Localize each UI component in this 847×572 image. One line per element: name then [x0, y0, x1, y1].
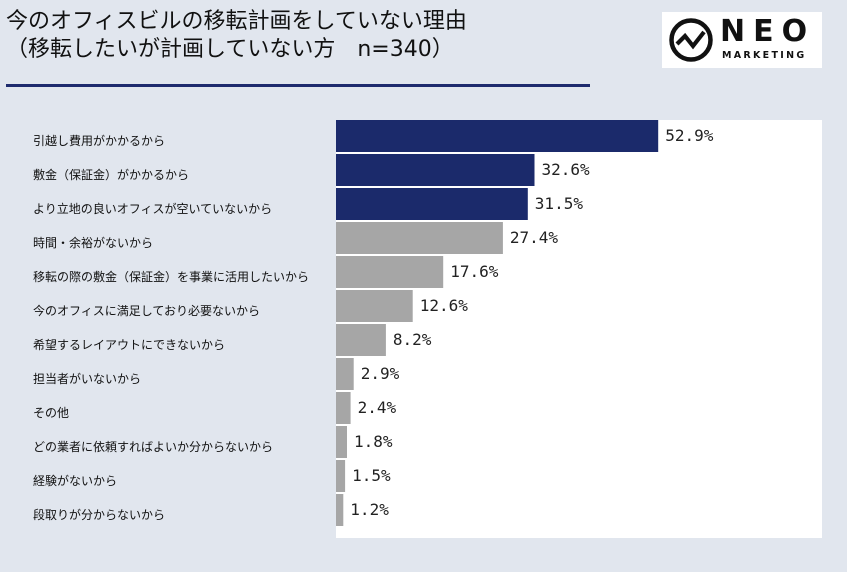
bar-4 — [336, 222, 503, 254]
value-label-12: 1.2% — [350, 500, 389, 519]
bar-5 — [336, 256, 444, 288]
value-label-7: 8.2% — [393, 330, 432, 349]
bar-9 — [336, 392, 351, 424]
category-label-1: 引越し費用がかかるから — [33, 133, 165, 148]
category-label-12: 段取りが分からないから — [33, 507, 165, 522]
chart-title: 今のオフィスビルの移転計画をしていない理由 （移転したいが計画していない方 n=… — [6, 8, 467, 64]
category-label-8: 担当者がいないから — [33, 371, 141, 386]
logo-sub-text: MARKETING — [722, 50, 807, 61]
title-underline — [6, 84, 590, 87]
category-label-5: 移転の際の敷金（保証金）を事業に活用したいから — [33, 269, 309, 284]
value-label-2: 32.6% — [542, 160, 591, 179]
category-label-10: どの業者に依頼すればよいか分からないから — [33, 439, 273, 454]
value-label-9: 2.4% — [358, 398, 397, 417]
logo-brand-text: NEO — [720, 14, 816, 49]
value-label-10: 1.8% — [354, 432, 393, 451]
value-label-11: 1.5% — [352, 466, 391, 485]
neo-marketing-logo: NEO MARKETING — [662, 12, 822, 68]
category-label-6: 今のオフィスに満足しており必要ないから — [33, 303, 260, 318]
category-label-11: 経験がないから — [33, 473, 117, 488]
bar-12 — [336, 494, 344, 526]
chart-title-line-1: 今のオフィスビルの移転計画をしていない理由 — [6, 9, 467, 34]
chart-title-line-2: （移転したいが計画していない方 n=340） — [6, 37, 454, 62]
bar-1 — [336, 120, 659, 152]
category-label-2: 敷金（保証金）がかかるから — [33, 167, 189, 182]
value-label-3: 31.5% — [535, 194, 584, 213]
category-label-4: 時間・余裕がないから — [33, 235, 153, 250]
value-label-4: 27.4% — [510, 228, 559, 247]
value-label-6: 12.6% — [420, 296, 469, 315]
bar-11 — [336, 460, 346, 492]
bar-2 — [336, 154, 535, 186]
bar-6 — [336, 290, 413, 322]
bar-3 — [336, 188, 528, 220]
bar-7 — [336, 324, 386, 356]
value-label-1: 52.9% — [665, 126, 714, 145]
value-label-8: 2.9% — [361, 364, 400, 383]
bar-8 — [336, 358, 354, 390]
category-label-3: より立地の良いオフィスが空いていないから — [33, 201, 272, 216]
category-label-9: その他 — [33, 406, 69, 420]
neo-logo-pulse-icon — [669, 18, 713, 62]
bar-10 — [336, 426, 347, 458]
value-label-5: 17.6% — [450, 262, 499, 281]
category-label-7: 希望するレイアウトにできないから — [33, 337, 225, 352]
